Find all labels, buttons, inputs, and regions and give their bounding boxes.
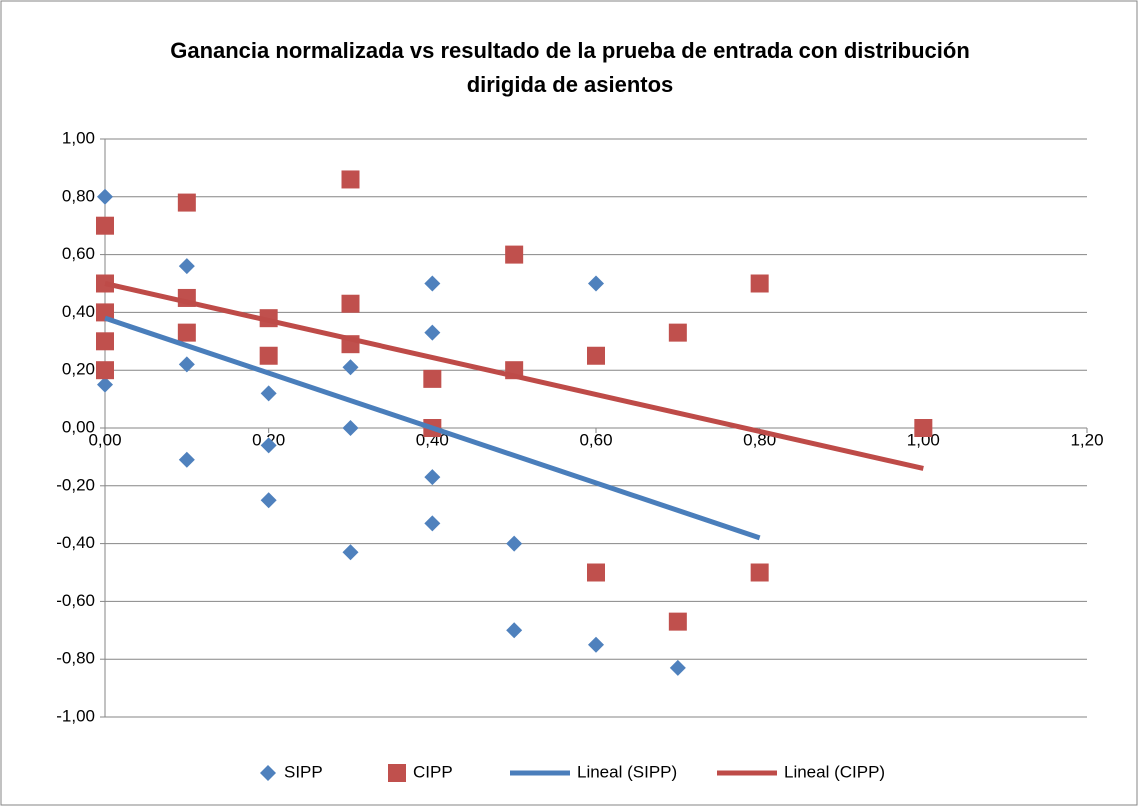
point — [178, 258, 195, 275]
point — [96, 332, 114, 351]
point — [423, 369, 442, 388]
legend-label: SIPP — [284, 762, 323, 781]
trend-line — [104, 315, 761, 541]
point — [506, 535, 523, 552]
chart-title: Ganancia normalizada vs resultado de la … — [170, 38, 970, 97]
legend-symbol — [260, 765, 276, 781]
legend-label: Lineal (SIPP) — [577, 762, 677, 781]
y-tick-label: -1,00 — [56, 706, 95, 725]
point — [178, 451, 195, 468]
point — [178, 356, 195, 373]
point — [424, 469, 441, 486]
point — [668, 323, 687, 342]
point — [177, 323, 196, 342]
point — [260, 492, 277, 509]
y-tick-label: 0,80 — [62, 186, 95, 205]
point — [97, 188, 113, 205]
legend-label: CIPP — [413, 762, 453, 781]
point — [668, 612, 687, 631]
point — [914, 419, 933, 437]
point — [669, 659, 686, 676]
point — [96, 361, 114, 380]
point — [96, 216, 114, 235]
point — [342, 359, 359, 376]
x-tick-label: 0,00 — [88, 430, 121, 449]
x-tick-label: 0,60 — [579, 430, 612, 449]
trend-line — [104, 281, 924, 471]
y-tick-label: 0,60 — [62, 244, 95, 263]
point — [260, 437, 277, 454]
legend-label: Lineal (CIPP) — [784, 762, 885, 781]
point — [505, 245, 524, 264]
y-tick-label: -0,80 — [56, 649, 95, 668]
point — [750, 274, 769, 293]
point — [342, 420, 359, 436]
point — [424, 515, 441, 532]
y-tick-label: 0,20 — [62, 360, 95, 379]
x-tick-label: 1,20 — [1070, 430, 1103, 449]
point — [341, 170, 360, 189]
point — [587, 346, 605, 365]
point — [97, 376, 113, 393]
point — [177, 193, 196, 212]
y-tick-label: 1,00 — [62, 128, 95, 147]
point — [341, 294, 360, 313]
y-tick-label: -0,40 — [56, 533, 95, 552]
y-tick-label: -0,60 — [56, 591, 95, 610]
legend-symbol — [388, 764, 406, 782]
point — [424, 275, 441, 292]
point — [259, 346, 278, 365]
point — [260, 385, 277, 402]
point — [750, 563, 769, 582]
y-tick-label: 0,40 — [62, 302, 95, 321]
point — [96, 303, 114, 322]
y-tick-label: 0,00 — [62, 417, 95, 436]
point — [424, 324, 441, 341]
point — [506, 622, 523, 639]
y-tick-label: -0,20 — [56, 475, 95, 494]
point — [588, 636, 604, 653]
point — [587, 563, 605, 582]
point — [588, 275, 604, 292]
point — [342, 544, 359, 561]
